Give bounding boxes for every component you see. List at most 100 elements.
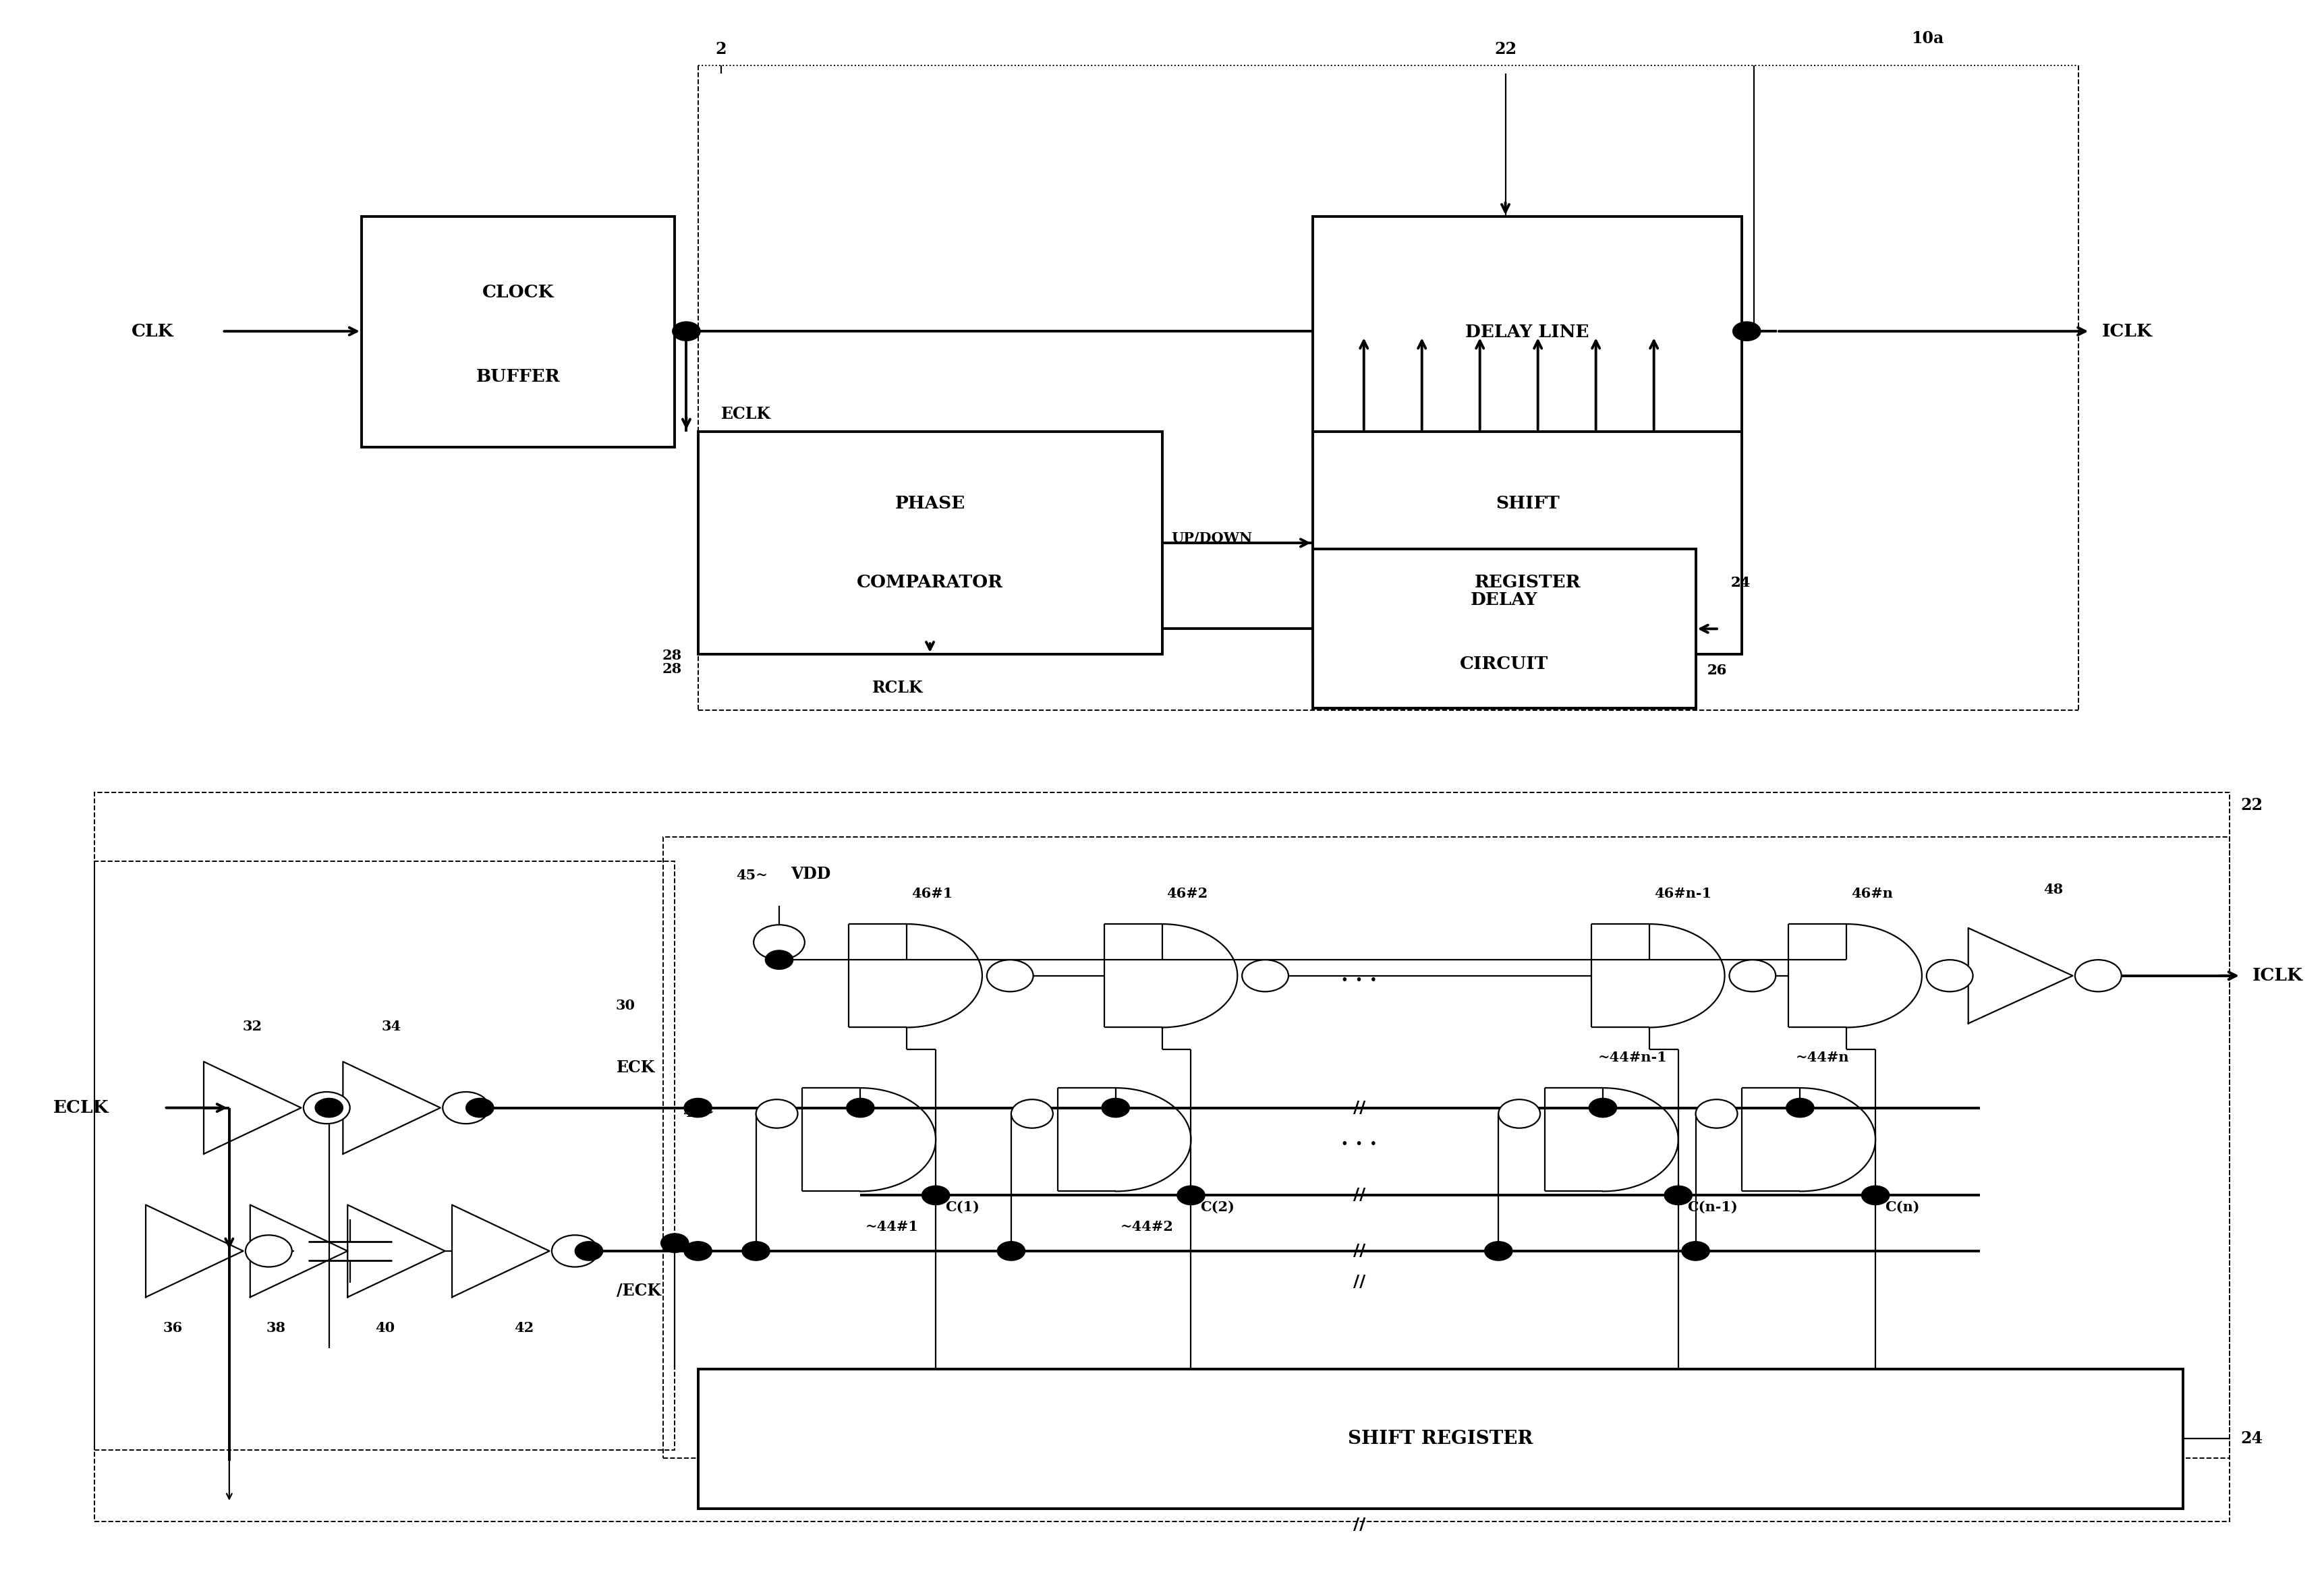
Text: REGISTER: REGISTER [1473, 574, 1580, 592]
Circle shape [753, 925, 804, 960]
Text: 38: 38 [265, 1321, 286, 1335]
Text: ~44#n-1: ~44#n-1 [1599, 1051, 1669, 1064]
Circle shape [465, 1099, 493, 1118]
Circle shape [988, 960, 1034, 992]
Text: 40: 40 [374, 1321, 395, 1335]
Bar [95, 793, 2229, 1522]
Circle shape [1697, 1099, 1738, 1128]
Text: //: // [1353, 1243, 1367, 1258]
Circle shape [1485, 1241, 1513, 1260]
Text: ECLK: ECLK [720, 407, 772, 423]
Circle shape [997, 1241, 1025, 1260]
Text: ICLK: ICLK [2252, 967, 2303, 984]
Circle shape [1729, 960, 1776, 992]
Circle shape [846, 1099, 874, 1118]
Circle shape [1787, 1099, 1815, 1118]
Text: 28: 28 [662, 662, 681, 676]
Text: 46#1: 46#1 [911, 887, 953, 900]
Text: //: // [1353, 1517, 1367, 1533]
Text: 26: 26 [1708, 664, 1727, 676]
Circle shape [574, 1241, 602, 1260]
Circle shape [1499, 1099, 1541, 1128]
Text: 48: 48 [2043, 882, 2064, 896]
Text: . . .: . . . [1341, 965, 1378, 986]
Circle shape [683, 1099, 711, 1118]
Text: COMPARATOR: COMPARATOR [858, 574, 1004, 592]
Bar [1313, 432, 1743, 654]
Circle shape [923, 1185, 951, 1204]
Text: CLOCK: CLOCK [481, 284, 553, 301]
Text: DELAY: DELAY [1471, 592, 1538, 609]
Text: PHASE: PHASE [895, 494, 964, 512]
Bar [662, 837, 2229, 1458]
Circle shape [1241, 960, 1287, 992]
Text: BUFFER: BUFFER [476, 368, 560, 384]
Circle shape [1683, 1241, 1710, 1260]
Text: 28: 28 [662, 649, 681, 662]
Text: ECK: ECK [616, 1059, 655, 1077]
Text: DELAY LINE: DELAY LINE [1466, 324, 1590, 340]
Circle shape [1590, 1099, 1618, 1118]
Text: 42: 42 [514, 1321, 535, 1335]
Text: UP/DOWN: UP/DOWN [1171, 531, 1253, 545]
Circle shape [755, 1099, 797, 1128]
Circle shape [765, 951, 792, 970]
Text: CIRCUIT: CIRCUIT [1459, 656, 1548, 671]
Circle shape [304, 1093, 351, 1124]
Circle shape [1664, 1185, 1692, 1204]
Text: //: // [1353, 1099, 1367, 1116]
Bar [363, 217, 674, 448]
Text: 46#n-1: 46#n-1 [1655, 887, 1710, 900]
Circle shape [2075, 960, 2122, 992]
Text: C(1): C(1) [946, 1199, 978, 1214]
Text: 24: 24 [1731, 576, 1750, 590]
Bar [697, 1369, 2182, 1509]
Circle shape [246, 1235, 293, 1266]
Circle shape [741, 1241, 769, 1260]
Text: /ECK: /ECK [616, 1282, 662, 1298]
Text: 43~: 43~ [683, 1105, 713, 1120]
Text: ~44#2: ~44#2 [1120, 1220, 1174, 1233]
Text: 22: 22 [1494, 41, 1518, 57]
Circle shape [442, 1093, 488, 1124]
Text: 22: 22 [2240, 798, 2264, 813]
Text: SHIFT: SHIFT [1494, 494, 1559, 512]
Text: 32: 32 [242, 1019, 263, 1034]
Text: 2: 2 [716, 41, 727, 57]
Text: //: // [1353, 1187, 1367, 1203]
Text: . . .: . . . [1341, 1129, 1378, 1150]
Circle shape [1927, 960, 1973, 992]
Circle shape [660, 1233, 688, 1252]
Text: C(2): C(2) [1199, 1199, 1234, 1214]
Bar [1313, 549, 1697, 708]
Bar [697, 432, 1162, 654]
Text: 24: 24 [2240, 1431, 2264, 1447]
Text: 26: 26 [1708, 664, 1727, 676]
Text: ECLK: ECLK [53, 1099, 109, 1116]
Text: 46#2: 46#2 [1167, 887, 1208, 900]
Text: 10a: 10a [1910, 30, 1943, 46]
Text: C(n-1): C(n-1) [1687, 1199, 1738, 1214]
Circle shape [1011, 1099, 1053, 1128]
Text: 46#n: 46#n [1852, 887, 1892, 900]
Text: //: // [1353, 1274, 1367, 1290]
Text: CLK: CLK [132, 322, 174, 340]
Text: 45~: 45~ [737, 868, 767, 882]
Text: 30: 30 [616, 998, 634, 1013]
Bar [1313, 217, 1743, 448]
Text: 34: 34 [381, 1019, 402, 1034]
Text: VDD: VDD [790, 866, 830, 882]
Circle shape [1176, 1185, 1204, 1204]
Bar [95, 861, 674, 1450]
Text: ~44#1: ~44#1 [865, 1220, 918, 1233]
Text: 24: 24 [1731, 576, 1750, 590]
Circle shape [316, 1099, 344, 1118]
Text: RCLK: RCLK [872, 679, 923, 695]
Circle shape [683, 1241, 711, 1260]
Circle shape [1862, 1185, 1889, 1204]
Circle shape [551, 1235, 597, 1266]
Text: C(n): C(n) [1885, 1199, 1920, 1214]
Text: ICLK: ICLK [2101, 322, 2152, 340]
Circle shape [1102, 1099, 1129, 1118]
Text: 36: 36 [163, 1321, 184, 1335]
